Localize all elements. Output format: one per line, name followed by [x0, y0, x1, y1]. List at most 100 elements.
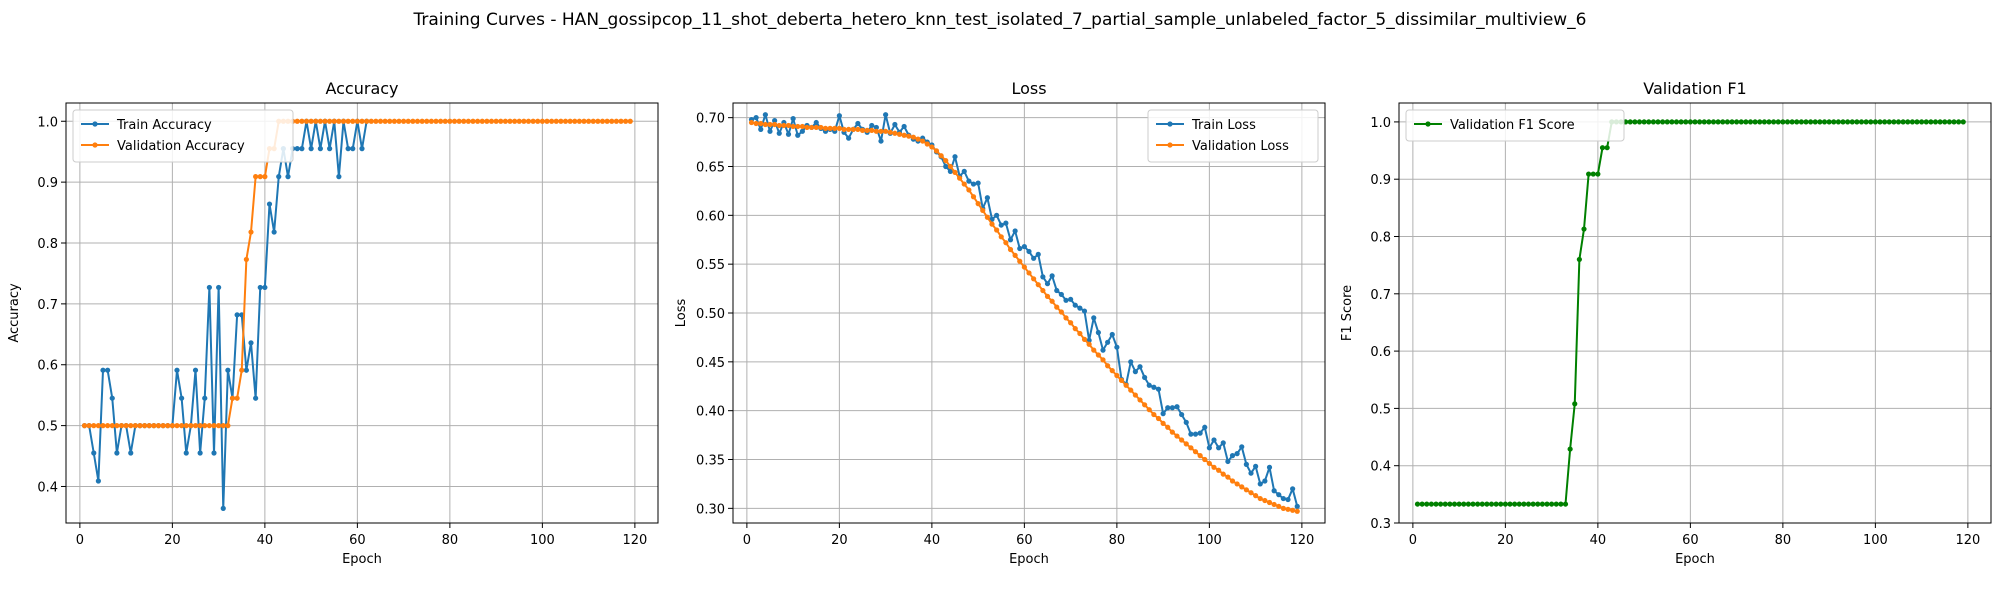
data-point: [1951, 119, 1957, 125]
data-point: [1692, 119, 1698, 125]
y-tick-label: 0.4: [1370, 460, 1391, 475]
data-point: [1715, 119, 1721, 125]
data-point: [364, 118, 370, 124]
data-point: [1784, 119, 1791, 125]
data-point: [1248, 490, 1254, 496]
data-point: [920, 138, 926, 144]
data-point: [1105, 363, 1111, 369]
data-point: [1456, 501, 1462, 507]
data-point: [142, 423, 148, 429]
axes-frame: [65, 102, 659, 524]
data-point: [179, 423, 185, 429]
data-point: [1211, 437, 1217, 443]
data-point: [1100, 347, 1106, 353]
data-point: [1655, 119, 1661, 125]
data-point: [1868, 119, 1874, 125]
data-point: [1105, 339, 1111, 345]
data-point: [331, 118, 337, 124]
data-point: [855, 126, 861, 132]
data-point: [350, 118, 356, 124]
data-point: [1137, 397, 1143, 403]
data-point: [1710, 119, 1717, 125]
figure-suptitle: Training Curves - HAN_gossipcop_11_shot_…: [412, 10, 1586, 30]
x-tick-label: 20: [831, 533, 848, 548]
data-point: [1192, 431, 1199, 437]
data-point: [818, 124, 824, 131]
data-point: [1271, 501, 1277, 508]
data-point: [785, 122, 792, 129]
data-point: [1419, 501, 1425, 507]
data-point: [1266, 464, 1273, 470]
data-point: [1253, 463, 1259, 469]
data-point: [1026, 248, 1032, 255]
data-point: [253, 174, 259, 180]
data-point: [1447, 501, 1453, 507]
data-point: [1493, 501, 1499, 507]
data-point: [1280, 505, 1286, 511]
data-point: [758, 126, 764, 132]
data-point: [994, 227, 1000, 233]
data-point: [1942, 119, 1948, 125]
data-point: [308, 118, 314, 124]
data-point: [1775, 119, 1781, 125]
data-point: [859, 127, 866, 133]
data-point: [1576, 256, 1582, 263]
legend-label: Train Loss: [1191, 118, 1256, 133]
data-point: [1706, 119, 1712, 125]
x-axis-label: Epoch: [342, 552, 382, 567]
data-point: [248, 340, 254, 346]
data-point: [832, 125, 838, 131]
data-point: [753, 120, 759, 127]
data-point: [790, 116, 796, 122]
data-point: [1257, 481, 1263, 487]
x-tick-label: 40: [924, 533, 941, 548]
y-tick-label: 1.0: [37, 115, 58, 130]
data-point: [748, 119, 755, 126]
data-point: [1137, 364, 1143, 370]
data-point: [1646, 119, 1652, 125]
data-point: [1021, 264, 1027, 270]
data-point: [1040, 274, 1046, 280]
data-point: [202, 423, 208, 429]
data-point: [266, 201, 273, 207]
data-point: [878, 138, 884, 144]
data-point: [1128, 387, 1134, 393]
data-point: [442, 118, 448, 124]
data-point: [1276, 492, 1282, 498]
data-point: [475, 118, 481, 124]
data-point: [1720, 119, 1726, 125]
x-tick-label: 100: [1863, 533, 1888, 548]
data-point: [1798, 119, 1804, 125]
legend-swatch-marker: [92, 121, 98, 127]
data-point: [1197, 453, 1203, 459]
data-point: [790, 123, 796, 130]
data-point: [521, 118, 527, 124]
data-point: [206, 284, 212, 291]
y-tick-label: 0.60: [696, 209, 725, 224]
data-point: [95, 423, 101, 429]
data-point: [772, 117, 778, 124]
data-point: [81, 423, 88, 429]
data-point: [1498, 501, 1504, 507]
data-point: [525, 118, 532, 124]
data-point: [100, 367, 106, 373]
x-tick-label: 100: [1197, 533, 1222, 548]
legend-swatch-marker: [92, 142, 98, 148]
data-point: [984, 195, 990, 201]
data-point: [836, 113, 842, 119]
data-point: [183, 450, 189, 456]
data-point: [1007, 237, 1014, 243]
data-point: [1581, 226, 1587, 232]
data-point: [1174, 404, 1180, 410]
legend: Validation F1 Score: [1405, 109, 1625, 142]
data-point: [1424, 501, 1430, 507]
data-point: [1502, 501, 1508, 507]
data-point: [1599, 145, 1606, 151]
data-point: [1544, 501, 1550, 507]
data-point: [1169, 429, 1175, 435]
data-point: [1276, 503, 1282, 509]
data-point: [1780, 119, 1786, 125]
data-point: [220, 505, 226, 511]
data-point: [943, 158, 949, 164]
data-point: [470, 118, 476, 124]
